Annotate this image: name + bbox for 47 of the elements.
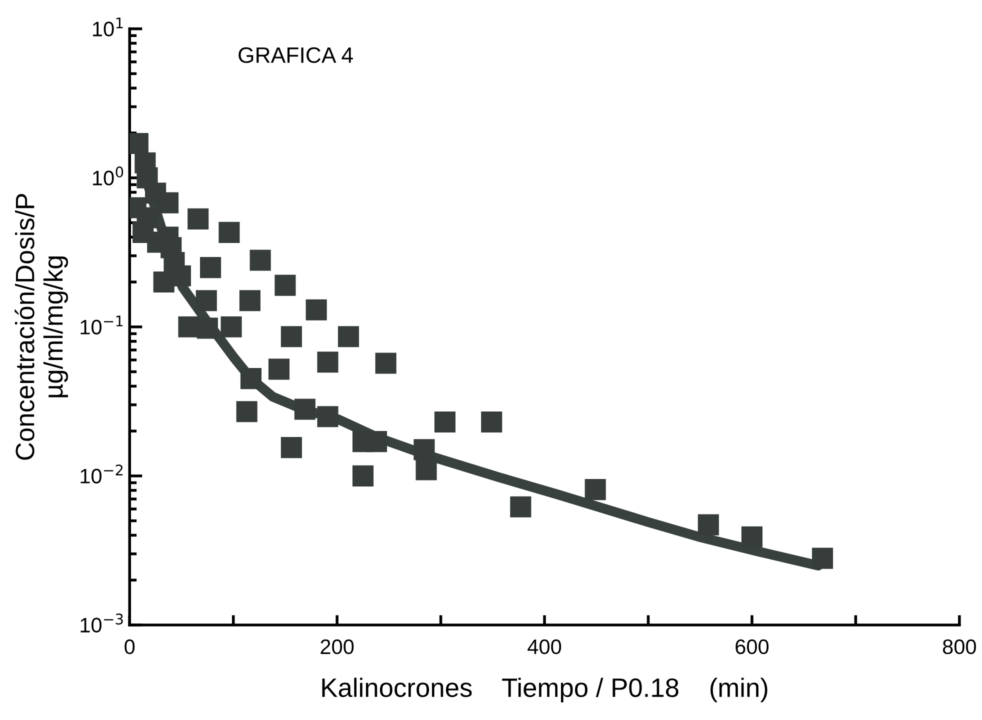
- point: [366, 431, 388, 452]
- y-tick-label: 10$^{0}$: [93, 166, 124, 186]
- point: [280, 326, 302, 348]
- point: [741, 526, 762, 548]
- x-axis-title: Kalinocrones Tiempo / P0.18 (min): [322, 678, 768, 702]
- y-tick-label: 10$^{−1}$: [80, 316, 123, 334]
- point: [306, 299, 327, 320]
- point: [239, 290, 260, 312]
- y-axis-title: Concentración/Dosis/P µg/ml/mg/kg: [14, 194, 68, 460]
- x-tick-label: 200: [320, 639, 354, 654]
- x-tick-label: 600: [736, 639, 769, 654]
- point: [196, 318, 218, 339]
- point: [240, 368, 262, 390]
- point: [274, 274, 296, 296]
- point: [220, 316, 242, 338]
- point: [416, 459, 437, 480]
- point: [188, 208, 209, 230]
- point: [218, 222, 240, 243]
- x-tick-label: 0: [124, 639, 135, 654]
- text: GRAFICA 4: [238, 47, 353, 64]
- y-tick-label: 10$^{−2}$: [80, 464, 123, 484]
- point: [178, 316, 200, 338]
- x-tick-label: 400: [528, 639, 562, 654]
- point: [317, 406, 338, 428]
- y-tick-label: 10$^{−3}$: [80, 614, 123, 633]
- point: [698, 514, 719, 536]
- point: [236, 401, 258, 422]
- point: [584, 479, 606, 500]
- point: [196, 290, 217, 312]
- point: [280, 437, 302, 458]
- point: [481, 411, 502, 433]
- point: [352, 465, 374, 486]
- point: [812, 548, 834, 569]
- point: [317, 352, 338, 373]
- point: [294, 398, 316, 420]
- point: [136, 207, 158, 228]
- point: [157, 192, 179, 214]
- point: [510, 496, 532, 518]
- y-tick-label: 10$^{1}$: [93, 18, 123, 36]
- point: [414, 439, 435, 460]
- point: [200, 257, 222, 278]
- point: [375, 352, 396, 374]
- x-tick-label: 800: [942, 639, 976, 654]
- point: [268, 358, 290, 380]
- point: [338, 326, 360, 348]
- point: [250, 250, 271, 271]
- point: [434, 411, 456, 433]
